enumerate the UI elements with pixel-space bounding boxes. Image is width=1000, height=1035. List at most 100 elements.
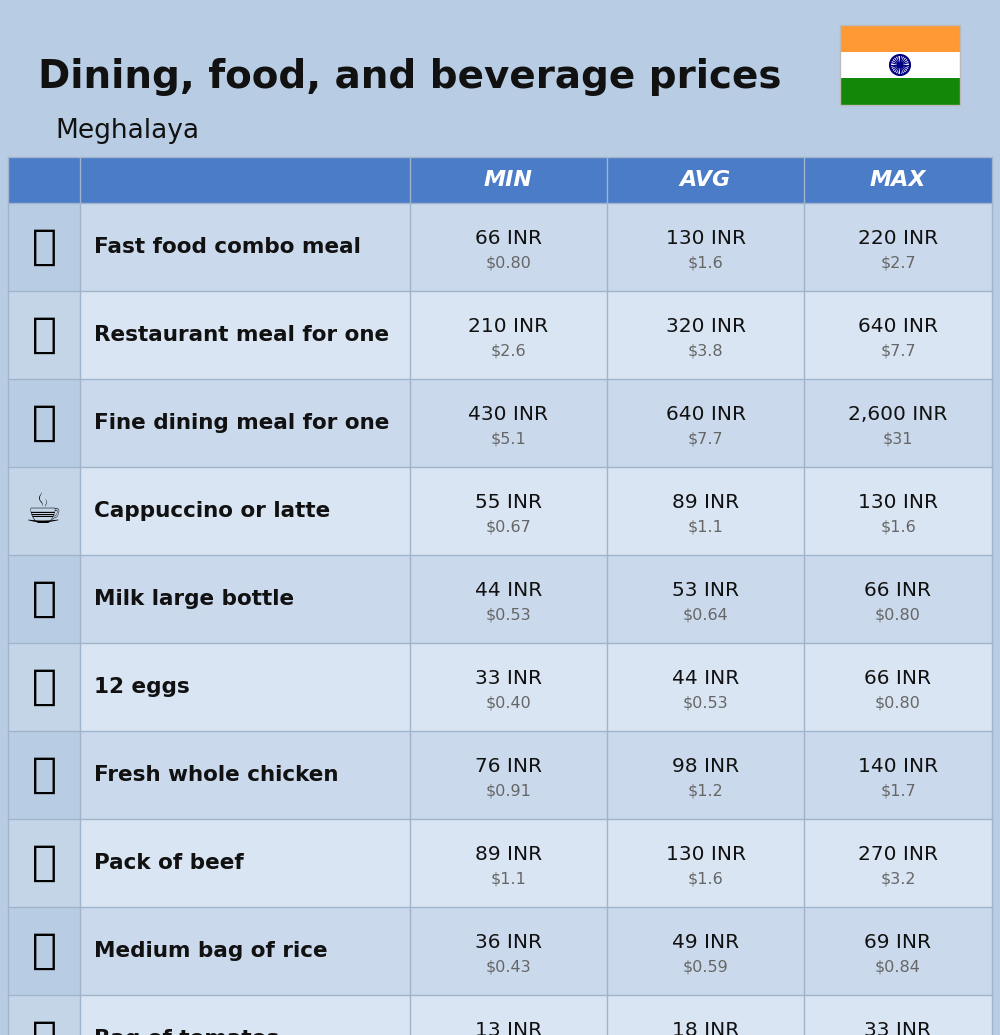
Text: $0.53: $0.53 bbox=[486, 608, 531, 622]
Text: 430 INR: 430 INR bbox=[468, 406, 548, 424]
Bar bbox=[840, 25, 960, 105]
Text: 44 INR: 44 INR bbox=[475, 582, 542, 600]
Bar bbox=[607, 819, 804, 907]
Text: Milk large bottle: Milk large bottle bbox=[94, 589, 294, 609]
Bar bbox=[8, 555, 80, 643]
Text: 220 INR: 220 INR bbox=[858, 230, 938, 248]
Text: $5.1: $5.1 bbox=[491, 432, 526, 446]
Bar bbox=[840, 79, 960, 105]
Bar bbox=[607, 555, 804, 643]
Text: $31: $31 bbox=[883, 432, 913, 446]
Bar bbox=[8, 995, 80, 1035]
Text: $1.6: $1.6 bbox=[688, 256, 723, 270]
Text: 🍔: 🍔 bbox=[32, 226, 56, 268]
Text: $2.6: $2.6 bbox=[491, 344, 526, 358]
Text: ☕: ☕ bbox=[25, 490, 63, 532]
Bar bbox=[840, 52, 960, 79]
Bar bbox=[8, 731, 80, 819]
Bar bbox=[8, 643, 80, 731]
Bar bbox=[80, 555, 410, 643]
Bar bbox=[80, 907, 410, 995]
Text: 18 INR: 18 INR bbox=[672, 1022, 739, 1035]
Bar bbox=[80, 643, 410, 731]
Bar bbox=[804, 643, 992, 731]
Text: MAX: MAX bbox=[870, 170, 926, 190]
Bar bbox=[80, 995, 410, 1035]
Text: 🥩: 🥩 bbox=[32, 842, 56, 884]
Text: $7.7: $7.7 bbox=[880, 344, 916, 358]
Text: 🥛: 🥛 bbox=[32, 578, 56, 620]
Bar bbox=[607, 643, 804, 731]
Bar bbox=[607, 907, 804, 995]
Bar bbox=[410, 379, 607, 467]
Text: $0.91: $0.91 bbox=[486, 783, 531, 798]
Bar bbox=[8, 291, 80, 379]
Bar bbox=[840, 25, 960, 52]
Bar bbox=[804, 379, 992, 467]
Bar bbox=[804, 467, 992, 555]
Bar bbox=[8, 907, 80, 995]
Text: $1.1: $1.1 bbox=[491, 871, 526, 887]
Bar bbox=[607, 995, 804, 1035]
Bar bbox=[410, 555, 607, 643]
Text: 89 INR: 89 INR bbox=[475, 846, 542, 864]
Text: 🍳: 🍳 bbox=[32, 314, 56, 356]
Text: $1.2: $1.2 bbox=[688, 783, 723, 798]
Text: $0.40: $0.40 bbox=[486, 696, 531, 710]
Text: $0.80: $0.80 bbox=[875, 696, 921, 710]
Bar bbox=[8, 379, 80, 467]
Text: 🍚: 🍚 bbox=[32, 930, 56, 972]
Text: 69 INR: 69 INR bbox=[864, 934, 932, 952]
Text: $0.43: $0.43 bbox=[486, 959, 531, 975]
Text: 44 INR: 44 INR bbox=[672, 670, 739, 688]
Text: $0.80: $0.80 bbox=[875, 608, 921, 622]
Text: $0.53: $0.53 bbox=[683, 696, 728, 710]
Bar bbox=[607, 467, 804, 555]
Text: 12 eggs: 12 eggs bbox=[94, 677, 190, 697]
Text: 130 INR: 130 INR bbox=[666, 846, 746, 864]
Text: 130 INR: 130 INR bbox=[666, 230, 746, 248]
Text: $1.7: $1.7 bbox=[880, 783, 916, 798]
Text: 🍅: 🍅 bbox=[32, 1018, 56, 1035]
Text: 53 INR: 53 INR bbox=[672, 582, 739, 600]
Text: Fast food combo meal: Fast food combo meal bbox=[94, 237, 361, 257]
Bar bbox=[804, 203, 992, 291]
Text: Bag of tomatos: Bag of tomatos bbox=[94, 1029, 279, 1035]
Text: 130 INR: 130 INR bbox=[858, 494, 938, 512]
Text: Medium bag of rice: Medium bag of rice bbox=[94, 941, 328, 962]
Bar bbox=[410, 291, 607, 379]
Bar bbox=[80, 819, 410, 907]
Text: 66 INR: 66 INR bbox=[864, 582, 932, 600]
Bar bbox=[410, 643, 607, 731]
Bar bbox=[8, 467, 80, 555]
Text: MIN: MIN bbox=[484, 170, 533, 190]
Bar bbox=[410, 731, 607, 819]
Text: Pack of beef: Pack of beef bbox=[94, 853, 244, 873]
Text: $0.67: $0.67 bbox=[486, 520, 531, 534]
Text: 33 INR: 33 INR bbox=[475, 670, 542, 688]
Bar bbox=[804, 995, 992, 1035]
Bar bbox=[804, 555, 992, 643]
Text: $0.80: $0.80 bbox=[486, 256, 531, 270]
Text: 33 INR: 33 INR bbox=[864, 1022, 932, 1035]
Text: Fresh whole chicken: Fresh whole chicken bbox=[94, 765, 338, 785]
Text: $0.84: $0.84 bbox=[875, 959, 921, 975]
Bar bbox=[410, 819, 607, 907]
Text: 98 INR: 98 INR bbox=[672, 758, 739, 776]
Text: Dining, food, and beverage prices: Dining, food, and beverage prices bbox=[38, 58, 782, 96]
Bar bbox=[607, 203, 804, 291]
Bar bbox=[804, 291, 992, 379]
Bar bbox=[410, 467, 607, 555]
Text: 210 INR: 210 INR bbox=[468, 318, 549, 336]
Text: 89 INR: 89 INR bbox=[672, 494, 739, 512]
Bar bbox=[8, 157, 992, 203]
Text: 640 INR: 640 INR bbox=[858, 318, 938, 336]
Bar bbox=[80, 379, 410, 467]
Text: $0.64: $0.64 bbox=[683, 608, 728, 622]
Text: $0.59: $0.59 bbox=[683, 959, 728, 975]
Bar bbox=[804, 907, 992, 995]
Text: 76 INR: 76 INR bbox=[475, 758, 542, 776]
Text: 49 INR: 49 INR bbox=[672, 934, 739, 952]
Text: 🍽️: 🍽️ bbox=[32, 402, 56, 444]
Bar bbox=[80, 291, 410, 379]
